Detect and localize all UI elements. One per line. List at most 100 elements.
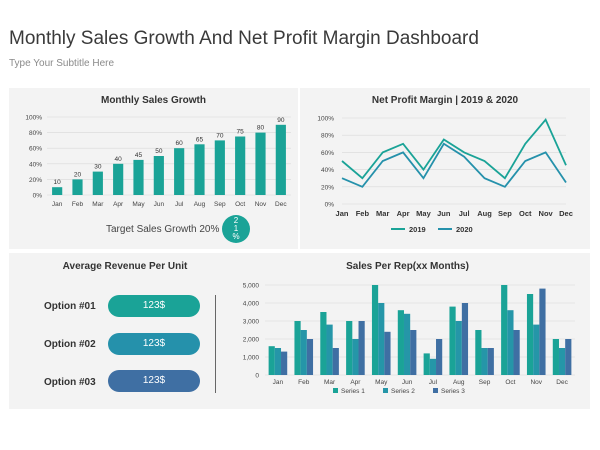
bar <box>306 339 314 375</box>
bar <box>72 179 83 195</box>
bar <box>501 285 508 375</box>
bar <box>475 330 482 375</box>
x-tick-label: Jul <box>459 209 470 218</box>
series-line <box>341 142 567 188</box>
bar <box>436 339 443 375</box>
bar <box>281 351 288 375</box>
data-label: 50 <box>155 148 163 155</box>
x-tick-label: Mar <box>324 379 336 386</box>
x-tick-label: Oct <box>519 209 532 218</box>
data-label: 75 <box>237 129 245 136</box>
monthly-sales-title: Monthly Sales Growth <box>100 95 206 106</box>
sales-per-rep-title: Sales Per Rep(xx Months) <box>346 261 469 272</box>
y-tick-label: 100% <box>317 116 334 123</box>
bar <box>352 339 359 375</box>
data-label: 80 <box>257 125 265 132</box>
net-profit-title: Net Profit Margin | 2019 & 2020 <box>371 95 519 106</box>
bar <box>558 348 566 375</box>
data-label: 65 <box>196 136 204 143</box>
data-label: 90 <box>277 117 285 124</box>
bar <box>403 313 411 375</box>
monthly-sales-panel <box>9 88 298 249</box>
legend-label: 2019 <box>409 225 426 234</box>
x-tick-label: Dec <box>559 209 573 218</box>
bar <box>513 330 520 375</box>
bar <box>346 321 353 375</box>
bar <box>552 339 559 375</box>
bar <box>455 321 462 375</box>
bar <box>539 288 546 375</box>
y-tick-label: 0% <box>33 193 43 200</box>
x-tick-label: Sep <box>479 379 491 386</box>
bar <box>294 321 301 375</box>
data-label: 45 <box>135 152 143 159</box>
bar <box>358 321 365 375</box>
data-label: 10 <box>54 179 62 186</box>
y-tick-label: 100% <box>25 115 42 122</box>
x-tick-label: Apr <box>350 379 361 386</box>
sales-per-rep-chart: 0 1,000 2,000 3,000 4,000 5,000 Jan Feb Mar Apr Ma… <box>243 283 575 395</box>
y-tick-label: 0% <box>325 202 335 209</box>
x-tick-label: Feb <box>72 201 84 208</box>
y-tick-label: 60% <box>29 146 42 153</box>
y-tick-label: 80% <box>29 130 42 137</box>
bar <box>423 353 430 375</box>
bar <box>235 136 246 195</box>
bar <box>378 303 385 375</box>
net-profit-panel <box>300 88 590 249</box>
x-tick-label: Sep <box>214 201 226 208</box>
x-tick-label: Jun <box>437 209 451 218</box>
x-tick-label: Apr <box>397 209 410 218</box>
option-01-value: 123$ <box>108 295 200 317</box>
y-tick-label: 2,000 <box>243 337 260 344</box>
legend-swatch <box>433 388 438 393</box>
revenue-divider <box>215 295 216 393</box>
target-sales-label: Target Sales Growth 20% <box>106 224 220 235</box>
bar <box>449 306 456 375</box>
y-tick-label: 80% <box>321 133 334 140</box>
x-tick-label: Apr <box>113 201 124 208</box>
legend-swatch <box>333 388 338 393</box>
bar <box>274 348 282 375</box>
bar <box>326 324 333 375</box>
y-tick-label: 60% <box>321 150 334 157</box>
bar <box>533 324 540 375</box>
data-label: 40 <box>115 156 123 163</box>
net-profit-chart: 0% 20% 40% 60% 80% 100% Jan Feb Mar Apr May Jun Jul A… <box>317 116 573 235</box>
bar <box>429 358 437 375</box>
page-subtitle: Type Your Subtitle Here <box>9 58 115 69</box>
bar <box>133 159 144 195</box>
x-tick-label: Jun <box>154 201 165 208</box>
x-tick-label: Jan <box>273 379 284 386</box>
x-tick-label: Nov <box>530 379 542 386</box>
target-badge-line: % <box>232 232 240 241</box>
bar <box>487 348 494 375</box>
bar <box>397 310 404 375</box>
option-02-value: 123$ <box>108 333 200 355</box>
x-tick-label: Jun <box>402 379 413 386</box>
bar <box>320 312 327 375</box>
x-tick-label: Mar <box>92 201 104 208</box>
bar <box>332 348 339 375</box>
monthly-sales-chart: 0% 20% 40% 60% 80% 100% 10 Jan 20 Feb 30 Mar 40 Apr 45… <box>25 115 291 208</box>
bar <box>275 124 286 195</box>
x-tick-label: Dec <box>275 201 287 208</box>
bar <box>481 348 488 375</box>
x-tick-label: Feb <box>298 379 310 386</box>
x-tick-label: Aug <box>453 379 465 386</box>
target-badge-line: 2 <box>233 216 239 225</box>
data-label: 30 <box>94 164 102 171</box>
option-03-label: Option #03 <box>44 377 96 388</box>
y-tick-label: 40% <box>321 167 334 174</box>
bar <box>507 310 514 375</box>
option-01-label: Option #01 <box>44 301 96 312</box>
bar <box>526 294 534 375</box>
data-label: 20 <box>74 171 82 178</box>
option-03-value: 123$ <box>108 370 200 392</box>
bar <box>214 140 225 195</box>
legend-label: 2020 <box>456 225 473 234</box>
bar <box>461 303 469 375</box>
y-tick-label: 0 <box>255 373 259 380</box>
y-tick-label: 20% <box>321 184 334 191</box>
target-badge: 2 1 % <box>222 215 250 243</box>
